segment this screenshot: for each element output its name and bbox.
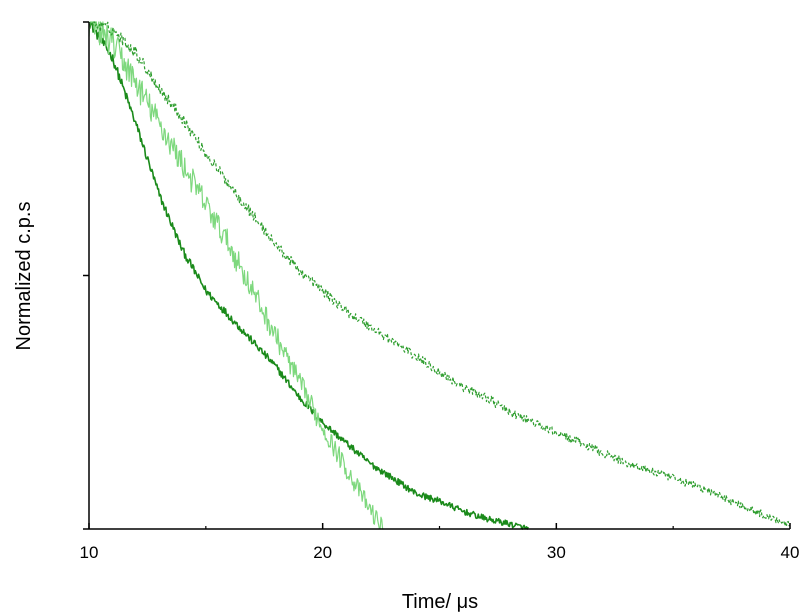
x-tick-label: 40 xyxy=(781,543,800,562)
x-axis-label: Time/ μs xyxy=(402,591,478,613)
x-tick-label: 10 xyxy=(80,543,99,562)
y-axis-label: Normalized c.p.s xyxy=(13,202,35,351)
decay-series-3 xyxy=(88,21,791,527)
series-layer xyxy=(88,21,791,530)
x-tick-label: 20 xyxy=(313,543,332,562)
y-tick-layer xyxy=(83,21,89,530)
decay-series-2 xyxy=(88,21,384,530)
decay-series-1 xyxy=(88,22,529,530)
x-tick-layer: 10 20 30 40 xyxy=(80,523,800,562)
x-tick-label: 30 xyxy=(547,543,566,562)
